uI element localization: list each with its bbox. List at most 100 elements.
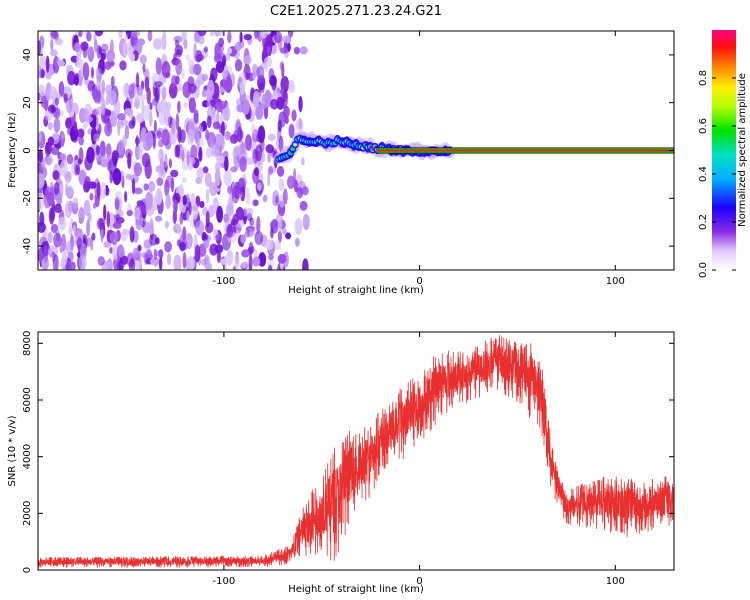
noise-speckle (245, 187, 251, 206)
noise-speckle (83, 108, 90, 122)
noise-speckle (291, 109, 297, 122)
noise-speckle (90, 66, 95, 79)
noise-speckle (234, 41, 242, 52)
noise-speckle (65, 240, 74, 255)
snr-line (38, 335, 674, 569)
noise-speckle (40, 68, 45, 79)
noise-speckle (277, 253, 287, 264)
noise-speckle (224, 156, 229, 172)
noise-speckle (93, 133, 100, 143)
noise-speckle (186, 210, 190, 222)
noise-speckle (234, 58, 243, 72)
noise-speckle (237, 177, 246, 195)
noise-speckle (218, 31, 224, 37)
noise-speckle (153, 248, 157, 261)
noise-speckle (126, 252, 135, 268)
noise-speckle (270, 218, 279, 234)
noise-speckle (227, 65, 233, 74)
colorbar-tick-label: 0.0 (698, 262, 709, 278)
noise-speckle (49, 86, 57, 101)
noise-speckle (212, 144, 220, 158)
noise-speckle (232, 146, 242, 161)
noise-speckle (201, 73, 209, 82)
noise-speckle (268, 253, 274, 260)
noise-speckle (124, 190, 128, 203)
noise-speckle (205, 188, 210, 204)
noise-speckle (252, 90, 260, 108)
noise-speckle (65, 182, 69, 193)
noise-speckle (206, 101, 211, 108)
colorbar-tick-label: 0.8 (698, 70, 709, 86)
noise-speckle (38, 55, 47, 71)
noise-speckle (60, 180, 64, 198)
noise-speckle (199, 200, 205, 209)
noise-speckle (287, 43, 291, 52)
noise-speckle (78, 136, 85, 146)
noise-speckle (116, 113, 126, 121)
noise-speckle (82, 62, 90, 81)
noise-speckle (86, 219, 91, 237)
noise-speckle (60, 109, 64, 118)
noise-speckle (226, 249, 234, 266)
noise-speckle (100, 226, 104, 243)
noise-speckle (268, 264, 273, 270)
noise-speckle (251, 123, 256, 135)
noise-speckle (119, 257, 124, 270)
noise-speckle (256, 182, 262, 192)
noise-speckle (244, 134, 252, 151)
noise-speckle (182, 226, 187, 241)
noise-speckle (183, 38, 188, 50)
noise-speckle (43, 245, 48, 263)
noise-speckle (60, 131, 65, 140)
noise-speckle (53, 117, 61, 133)
noise-speckle (51, 146, 60, 156)
noise-speckle (267, 171, 271, 187)
noise-speckle (161, 129, 170, 146)
noise-speckle (182, 194, 187, 206)
noise-speckle (80, 41, 89, 52)
colorbar-tick-label: 0.2 (698, 214, 709, 230)
noise-speckle (175, 75, 180, 85)
noise-speckle (243, 55, 252, 65)
noise-speckle (134, 207, 141, 220)
noise-speckle (114, 196, 120, 211)
noise-speckle (175, 58, 183, 76)
noise-speckle (262, 194, 268, 203)
noise-speckle (161, 86, 167, 101)
noise-speckle (87, 46, 95, 62)
noise-speckle (96, 218, 106, 230)
y-tick-label: 8000 (22, 331, 33, 356)
colorbar-tick-label: 0.6 (698, 118, 709, 134)
noise-speckle (182, 252, 187, 269)
noise-speckle (268, 165, 273, 176)
noise-speckle (252, 256, 261, 267)
noise-speckle (285, 232, 292, 240)
noise-speckle (141, 152, 151, 168)
noise-speckle (195, 220, 205, 236)
noise-speckle (53, 182, 60, 196)
noise-speckle (120, 118, 129, 126)
noise-speckle (227, 185, 232, 194)
noise-speckle (50, 49, 58, 57)
noise-speckle (266, 46, 271, 54)
noise-speckle (149, 233, 158, 246)
noise-speckle (52, 170, 60, 181)
noise-speckle (162, 31, 166, 46)
noise-speckle (38, 84, 45, 93)
noise-speckle (215, 61, 225, 74)
noise-speckle (218, 86, 225, 93)
noise-speckle (78, 254, 87, 270)
noise-speckle (147, 181, 156, 192)
noise-speckle (245, 228, 251, 238)
noise-speckle (293, 46, 300, 55)
noise-speckle (165, 175, 173, 189)
noise-speckle (97, 67, 102, 82)
noise-speckle (155, 57, 162, 75)
noise-speckle (218, 44, 224, 54)
noise-speckle (71, 132, 79, 143)
noise-speckle (113, 158, 118, 166)
noise-speckle (154, 81, 163, 88)
noise-speckle (239, 141, 247, 156)
noise-speckle (109, 247, 113, 254)
y-tick-label: -20 (22, 190, 33, 206)
